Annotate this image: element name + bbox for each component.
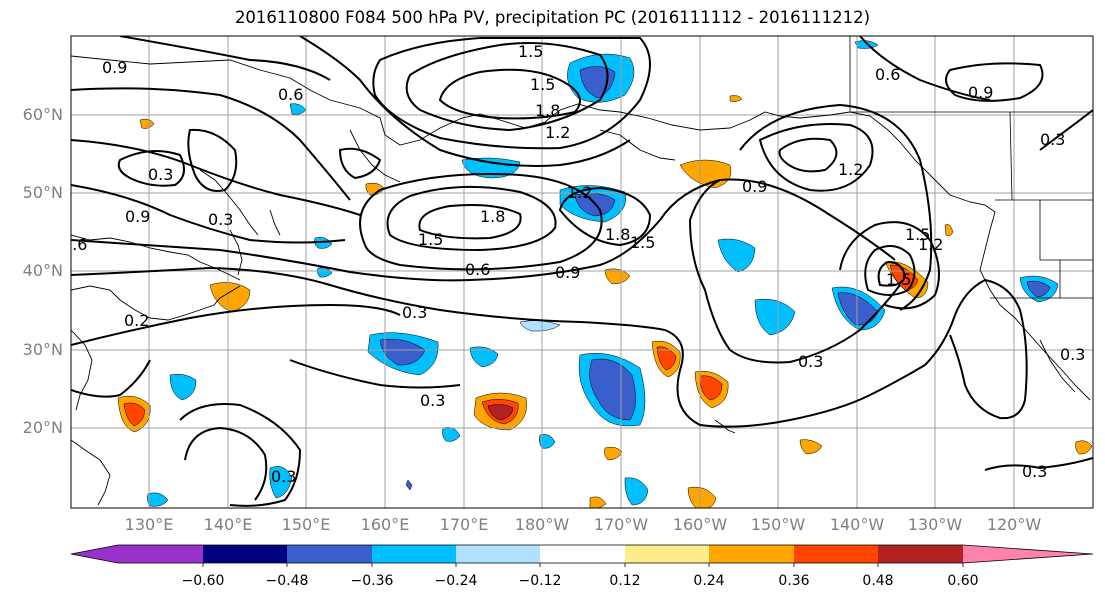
contour-label: 1.2 <box>838 160 863 179</box>
contour-label: 0.3 <box>1060 345 1085 364</box>
borders <box>849 36 1093 299</box>
coastlines <box>71 55 1091 506</box>
lon-label-130w: 130°W <box>907 515 963 534</box>
colorbar-segment <box>456 545 541 563</box>
lat-label-60n: 60°N <box>22 105 63 124</box>
contour-label: 0.3 <box>148 165 173 184</box>
colorbar-segment <box>709 545 795 563</box>
colorbar-tick-label: −0.24 <box>434 573 478 589</box>
contour-label: 0.3 <box>1022 462 1047 481</box>
contour-label: 0.6 <box>278 85 303 104</box>
contour-label: 0.6 <box>62 235 87 254</box>
contour-label: 0.6 <box>875 65 900 84</box>
contour-labels: 0.9 1.5 1.5 1.8 1.2 0.6 0.6 0.9 0.3 0.3 … <box>62 42 1085 486</box>
contour-label: 0.6 <box>465 260 490 279</box>
contour-label: 1.2 <box>545 123 570 142</box>
contour-label: 1.2 <box>918 235 943 254</box>
contour-label: 0.9 <box>742 177 767 196</box>
lat-label-40n: 40°N <box>22 261 63 280</box>
lon-label-140w: 140°W <box>829 515 885 534</box>
contour-label: 0.9 <box>102 58 127 77</box>
lon-label-140e: 140°E <box>203 515 253 534</box>
lon-label-120w: 120°W <box>986 515 1042 534</box>
pv-contours <box>71 36 1093 507</box>
contour-label: 0.9 <box>968 83 993 102</box>
contour-label: 0.3 <box>1040 130 1065 149</box>
contour-label: 1.8 <box>605 225 630 244</box>
contour-label: 1.2 <box>567 183 592 202</box>
colorbar-extend-min <box>71 545 118 563</box>
contour-label: 0.2 <box>124 311 149 330</box>
colorbar-segment <box>203 545 288 563</box>
lat-label-20n: 20°N <box>22 418 63 437</box>
contour-label: 1.8 <box>535 101 560 120</box>
colorbar-extend-max <box>963 545 1093 563</box>
contour-label: 0.3 <box>798 352 823 371</box>
precip-anomaly-patches <box>117 40 1093 508</box>
lon-label-170e: 170°E <box>439 515 489 534</box>
map-frame <box>70 35 1094 509</box>
colorbar-tick-label: 0.60 <box>947 573 979 589</box>
colorbar-segment <box>287 545 373 563</box>
contour-label: 1.5 <box>530 75 555 94</box>
contour-label: 0.3 <box>402 303 427 322</box>
contour-label: 1.5 <box>630 233 655 252</box>
colorbar-tick-label: −0.12 <box>518 573 562 589</box>
map-title: 2016110800 F084 500 hPa PV, precipitatio… <box>234 8 871 27</box>
contour-label: 1.5 <box>886 270 911 289</box>
contour-label: 0.3 <box>420 391 445 410</box>
colorbar-tick-label: 0.48 <box>862 573 894 589</box>
lat-label-30n: 30°N <box>22 340 63 359</box>
colorbar-tick-label: 0.36 <box>778 573 810 589</box>
lon-label-130e: 130°E <box>124 515 174 534</box>
colorbar-segment <box>372 545 457 563</box>
colorbar-segment <box>878 545 964 563</box>
colorbar-tick-label: 0.24 <box>693 573 725 589</box>
colorbar-tick-label: 0.12 <box>609 573 641 589</box>
contour-label: 0.3 <box>271 467 296 486</box>
colorbar-outline <box>70 544 1094 564</box>
lon-label-160w: 160°W <box>672 515 728 534</box>
colorbar-segment <box>118 545 204 563</box>
contour-label: 1.5 <box>518 42 543 61</box>
contour-label: 0.3 <box>208 210 233 229</box>
colorbar-segment <box>540 545 626 563</box>
lon-label-150w: 150°W <box>750 515 806 534</box>
colorbar-tick-label: −0.36 <box>350 573 394 589</box>
contour-label: 0.9 <box>555 263 580 282</box>
colorbar-segment <box>794 545 879 563</box>
colorbar <box>71 545 1093 563</box>
colorbar-tick-label: −0.48 <box>265 573 309 589</box>
map-area: 0.9 1.5 1.5 1.8 1.2 0.6 0.6 0.9 0.3 0.3 … <box>62 36 1093 508</box>
colorbar-ticks <box>202 563 964 567</box>
lon-label-180w: 180°W <box>514 515 570 534</box>
lon-label-150e: 150°E <box>281 515 331 534</box>
lon-label-160e: 160°E <box>360 515 410 534</box>
lat-label-50n: 50°N <box>22 183 63 202</box>
contour-label: 1.8 <box>480 207 505 226</box>
contour-label: 1.5 <box>905 225 930 244</box>
colorbar-tick-label: −0.60 <box>181 573 225 589</box>
colorbar-segment <box>625 545 710 563</box>
contour-label: 0.9 <box>125 207 150 226</box>
lon-label-170w: 170°W <box>593 515 649 534</box>
contour-label: 1.5 <box>418 230 443 249</box>
